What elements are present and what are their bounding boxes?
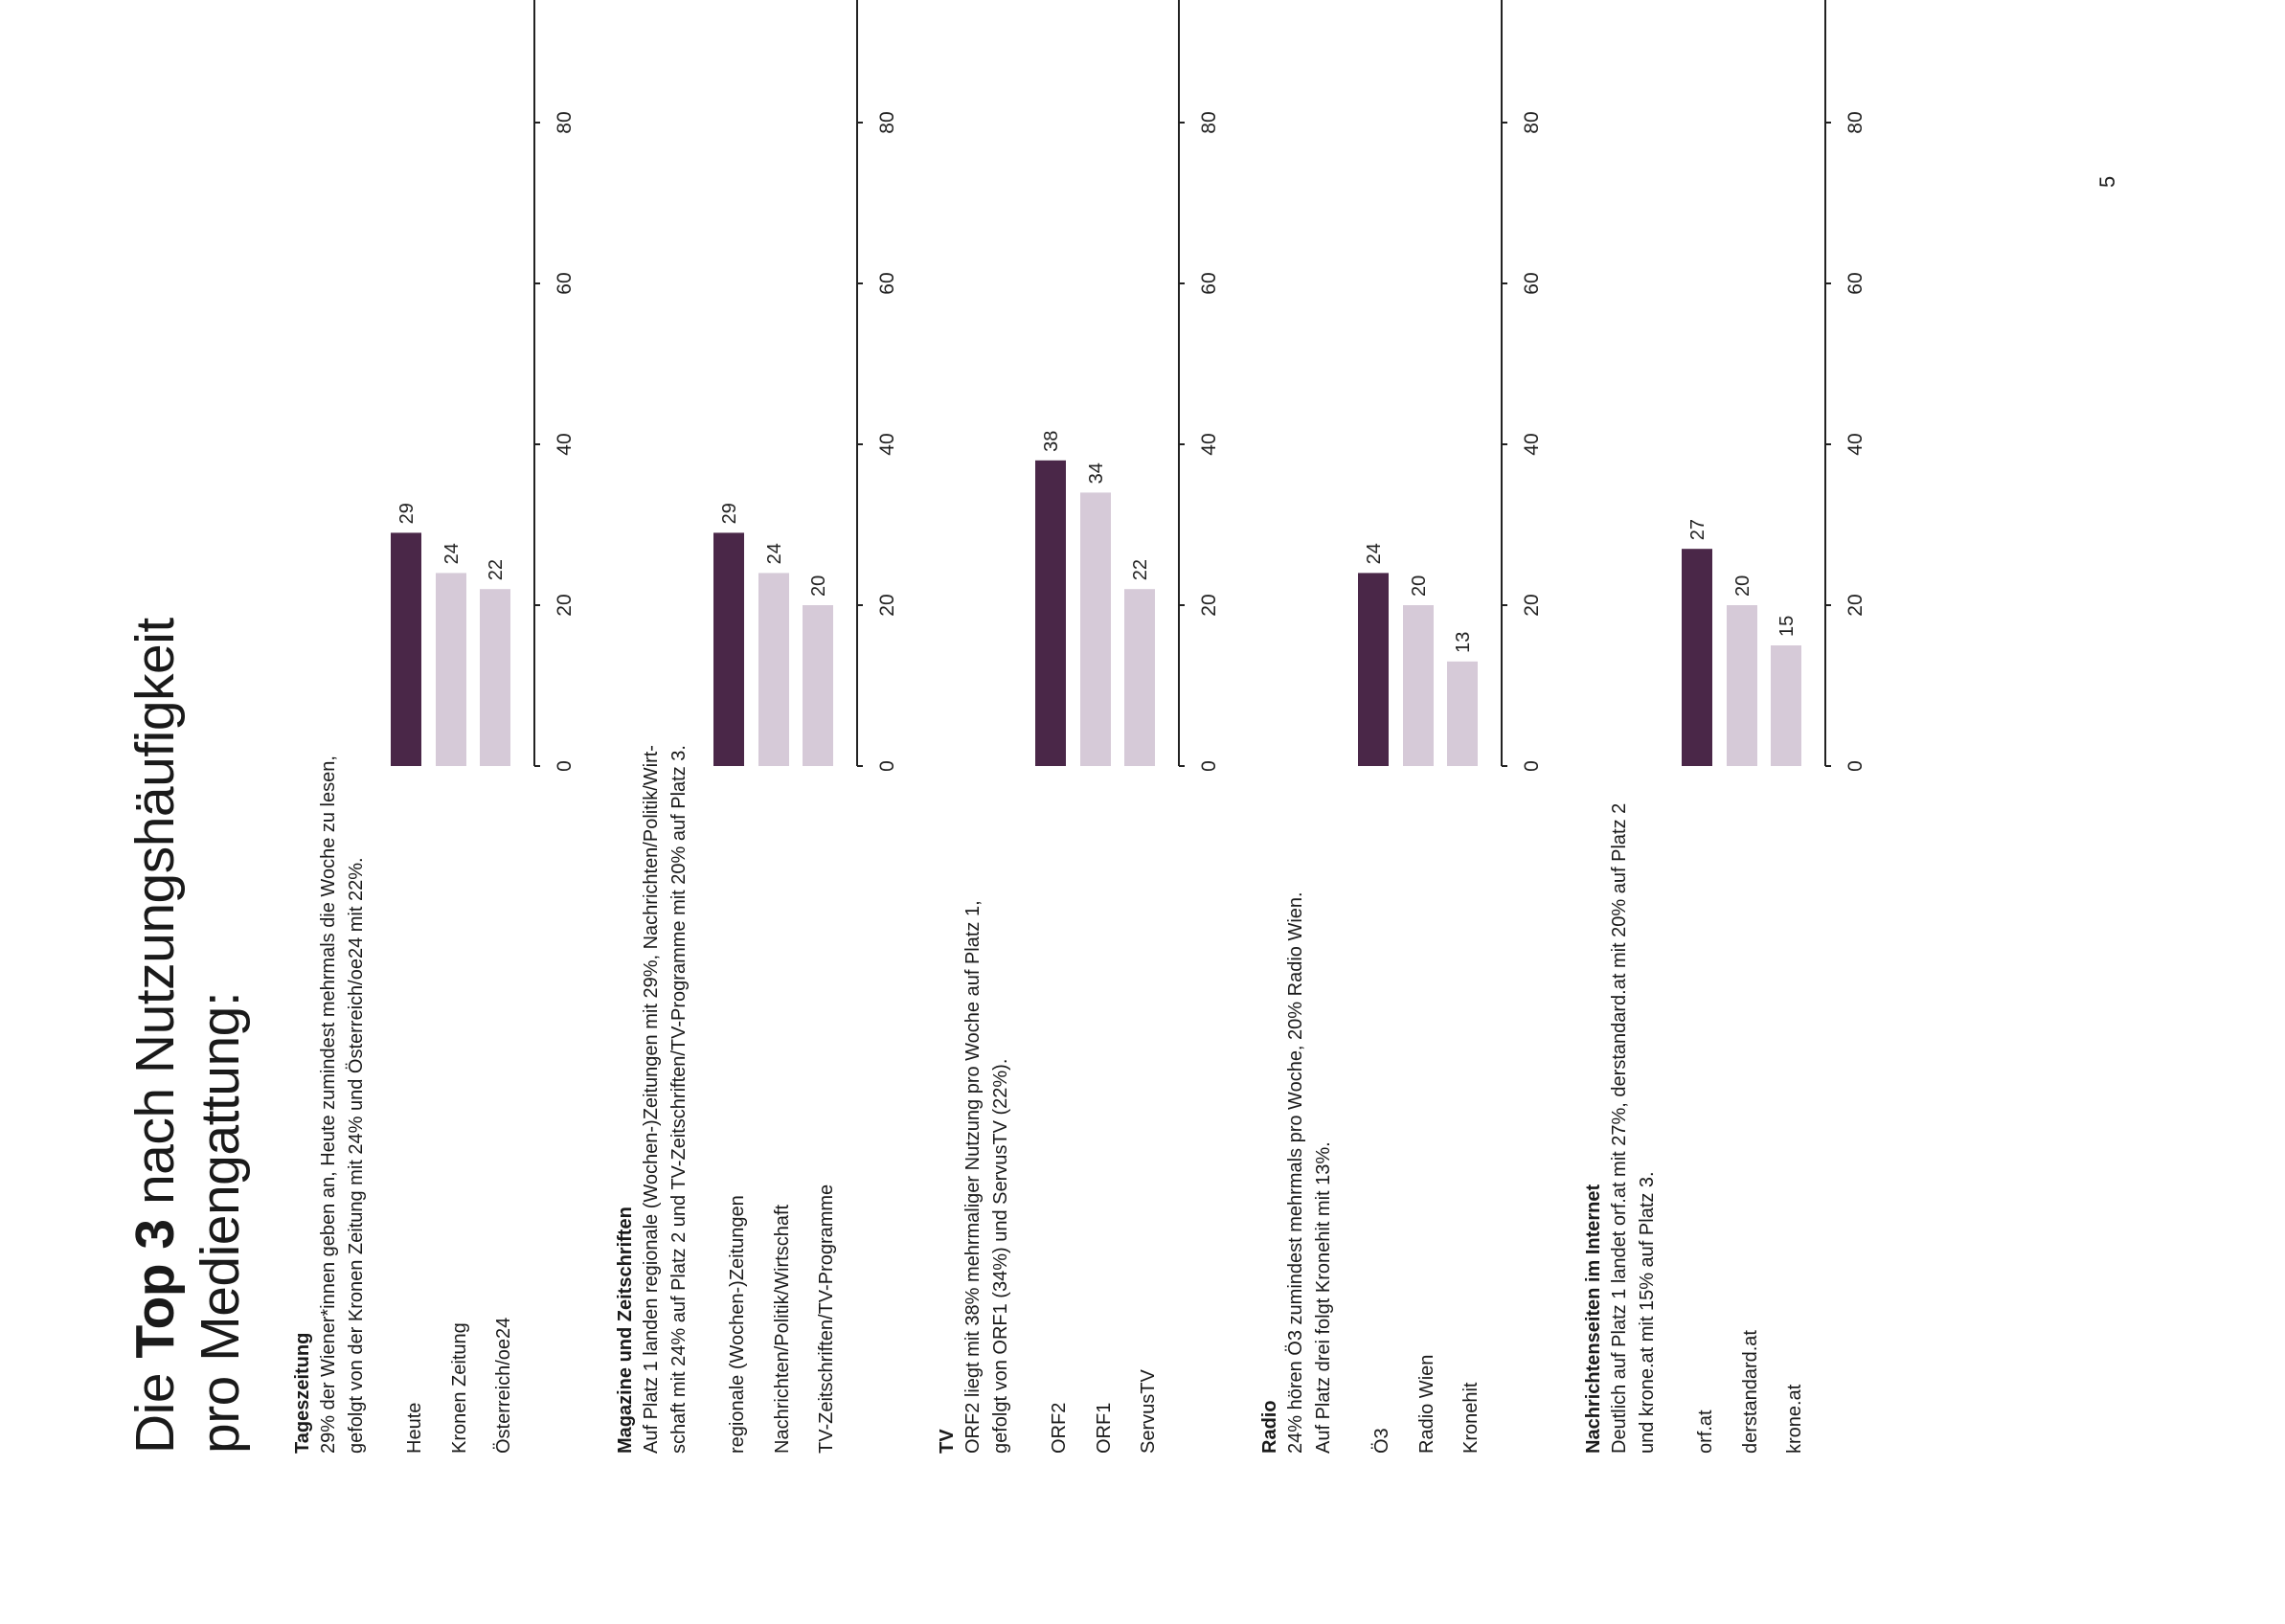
bar [1447, 661, 1478, 766]
title-prefix: Die [124, 1358, 186, 1454]
bar-value-label: 29 [719, 503, 740, 524]
bar-chart-svg: 020406080100272015 [1682, 0, 1866, 772]
bar [436, 573, 466, 766]
axis-tick-label: 20 [1521, 594, 1543, 616]
axis-tick-label: 0 [876, 760, 898, 772]
bar [713, 532, 744, 766]
axis-tick-label: 20 [554, 594, 576, 616]
bar-value-label: 27 [1687, 519, 1708, 540]
bar-value-label: 22 [1130, 559, 1151, 580]
bar [1771, 645, 1801, 766]
axis-tick-label: 20 [876, 594, 898, 616]
axis-tick-label: 80 [876, 111, 898, 133]
axis-tick-label: 0 [1521, 760, 1543, 772]
page-title-line-2: pro Mediengattung: [190, 991, 251, 1454]
bar-value-label: 20 [1409, 575, 1430, 597]
bar-value-label: 13 [1453, 632, 1474, 653]
axis-tick-label: 40 [1521, 433, 1543, 455]
axis-tick-label: 80 [554, 111, 576, 133]
axis-tick-label: 40 [1198, 433, 1220, 455]
axis-tick-label: 80 [1844, 111, 1866, 133]
bar-value-label: 24 [1364, 543, 1385, 564]
bar [1080, 492, 1111, 766]
axis-tick-label: 0 [1198, 760, 1220, 772]
bar [803, 605, 833, 766]
bar [1124, 589, 1155, 766]
bar-value-label: 34 [1086, 462, 1107, 484]
bar-value-label: 20 [808, 575, 829, 597]
bar-value-label: 22 [486, 559, 507, 580]
bar [758, 573, 789, 766]
bar-chart-svg: 020406080100383422 [1035, 0, 1220, 772]
bar-value-label: 38 [1041, 431, 1062, 452]
axis-tick-label: 80 [1198, 111, 1220, 133]
axis-tick-label: 80 [1521, 111, 1543, 133]
bar-value-label: 24 [764, 543, 785, 564]
axis-tick-label: 60 [1521, 272, 1543, 294]
bar [1035, 460, 1066, 766]
axis-tick-label: 20 [1198, 594, 1220, 616]
title-bold: Top 3 [124, 1219, 186, 1359]
axis-tick-label: 0 [1844, 760, 1866, 772]
bar-chart-svg: 020406080100292420 [713, 0, 898, 772]
axis-tick-label: 40 [1844, 433, 1866, 455]
page-title-line-1: Die Top 3 nach Nutzungshäufigkeit [123, 113, 188, 1454]
axis-tick-label: 20 [1844, 594, 1866, 616]
axis-tick-label: 60 [876, 272, 898, 294]
bar-chart-svg: 020406080100292422 [391, 0, 576, 772]
axis-tick-label: 60 [1198, 272, 1220, 294]
bar-value-label: 24 [441, 543, 463, 564]
bar [391, 532, 421, 766]
bar-value-label: 20 [1732, 575, 1753, 597]
bar [480, 589, 510, 766]
bar-value-label: 29 [396, 503, 418, 524]
bar [1358, 573, 1389, 766]
bar-chart-svg: 020406080100242013 [1358, 0, 1543, 772]
axis-tick-label: 40 [876, 433, 898, 455]
bar [1727, 605, 1757, 766]
axis-tick-label: 40 [554, 433, 576, 455]
axis-tick-label: 60 [554, 272, 576, 294]
page-title: Die Top 3 nach Nutzungshäufigkeit pro Me… [123, 113, 253, 1454]
bar [1403, 605, 1434, 766]
axis-tick-label: 60 [1844, 272, 1866, 294]
title-suffix: nach Nutzungshäufigkeit [124, 618, 186, 1220]
axis-tick-label: 0 [554, 760, 576, 772]
page-number: 5 [2095, 175, 2119, 188]
bar [1682, 549, 1712, 766]
bar-value-label: 15 [1776, 616, 1798, 637]
